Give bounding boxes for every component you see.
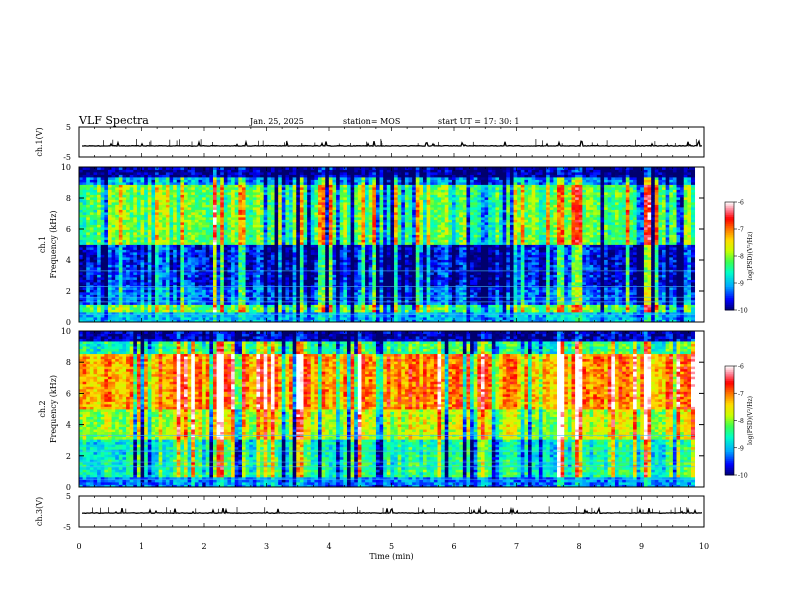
- figure-title: VLF Spectra: [78, 114, 149, 127]
- x-tick-label: 1: [139, 542, 144, 551]
- ch2-spectrogram-ytick: 10: [61, 327, 71, 336]
- ch3-waveform-trace: [81, 506, 703, 516]
- ch1-spectrogram-ytick: 2: [66, 287, 71, 296]
- ch2-spectrogram-ytick: 0: [66, 483, 71, 492]
- ch3-waveform-frame: [78, 495, 705, 528]
- start-time-label: start UT = 17: 30: 1: [438, 117, 519, 126]
- ch1-waveform-ytick-bottom: -5: [63, 153, 71, 162]
- ch1-spectrogram-heatmap: [79, 167, 696, 323]
- ch1-spectrogram-ytick: 10: [61, 163, 71, 172]
- ch1-colorbar-label: log(PSD)(V²/Hz): [747, 232, 754, 281]
- ch2-colorbar: -6 -7 -8 -9 -10 log(PSD)(V²/Hz): [724, 364, 754, 480]
- ch1-colorbar: -6 -7 -8 -9 -10 log(PSD)(V²/Hz): [724, 200, 754, 315]
- ch1-spectrogram-ylabel-channel: ch.1: [38, 236, 47, 253]
- ch2-spectrogram-ytick: 2: [66, 452, 71, 461]
- ch2-spectrogram-ylabel-frequency: Frequency (kHz): [49, 375, 58, 443]
- ch2-colorbar-tick: -6: [738, 364, 744, 371]
- ch1-colorbar-tick: -10: [738, 308, 748, 315]
- x-tick-label: 4: [326, 542, 331, 551]
- x-tick-label: 6: [451, 542, 456, 551]
- ch2-colorbar-tick: -8: [738, 418, 744, 425]
- ch2-spectrogram-ytick: 4: [66, 421, 71, 430]
- ch3-waveform-panel: 5 -5 ch.3(V): [35, 492, 705, 532]
- ch1-colorbar-tick: -9: [738, 281, 744, 288]
- ch1-waveform-panel: 5 -5 ch.1(V): [35, 123, 705, 162]
- ch3-waveform-ytick-bottom: -5: [63, 523, 71, 532]
- ch2-spectrogram-ytick: 6: [66, 389, 71, 398]
- x-tick-label: 7: [514, 542, 519, 551]
- ch1-spectrogram-ytick: 8: [66, 194, 71, 203]
- ch2-spectrogram-heatmap: [79, 331, 696, 488]
- ch1-waveform-trace: [82, 139, 702, 148]
- x-tick-label: 2: [201, 542, 206, 551]
- ch3-waveform-ylabel: ch.3(V): [35, 497, 44, 526]
- ch1-colorbar-tick: -7: [738, 227, 744, 234]
- x-axis-label: Time (min): [369, 552, 413, 561]
- ch3-waveform-ytick-top: 5: [66, 492, 71, 501]
- ch2-spectrogram-panel: 0 2 4 6 8 10 ch.2 Frequency (kHz): [38, 327, 705, 492]
- x-tick-label: 0: [76, 542, 81, 551]
- ch2-spectrogram-ytick: 8: [66, 358, 71, 367]
- ch1-colorbar-tick: -6: [738, 200, 744, 207]
- date-label: Jan. 25, 2025: [249, 117, 304, 126]
- x-tick-label: 5: [389, 542, 394, 551]
- ch2-colorbar-tick: -9: [738, 445, 744, 452]
- x-tick-label: 3: [264, 542, 269, 551]
- x-tick-label: 9: [639, 542, 644, 551]
- station-label: station= MOS: [343, 117, 400, 126]
- ch1-waveform-frame: [78, 126, 705, 158]
- ch1-spectrogram-ytick: 4: [66, 256, 71, 265]
- ch2-spectrogram-ylabel-channel: ch.2: [38, 400, 47, 417]
- ch1-spectrogram-ylabel-frequency: Frequency (kHz): [49, 210, 58, 278]
- ch1-spectrogram-ytick: 6: [66, 225, 71, 234]
- ch1-spectrogram-panel: 0 2 4 6 8 10 ch.1 Frequency (kHz): [38, 163, 705, 327]
- ch1-spectrogram-ytick: 0: [66, 318, 71, 327]
- ch2-colorbar-tick: -7: [738, 391, 744, 398]
- ch1-colorbar-tick: -8: [738, 254, 744, 261]
- ch1-waveform-ytick-top: 5: [66, 123, 71, 132]
- ch2-colorbar-tick: -10: [738, 473, 748, 480]
- x-tick-label: 10: [699, 542, 709, 551]
- ch2-colorbar-label: log(PSD)(V²/Hz): [747, 396, 754, 445]
- x-tick-label: 8: [576, 542, 581, 551]
- time-axis: 0 1 2 3 4 5 6 7 8 9 10 Time (min): [76, 542, 709, 561]
- ch1-waveform-ylabel: ch.1(V): [35, 127, 44, 156]
